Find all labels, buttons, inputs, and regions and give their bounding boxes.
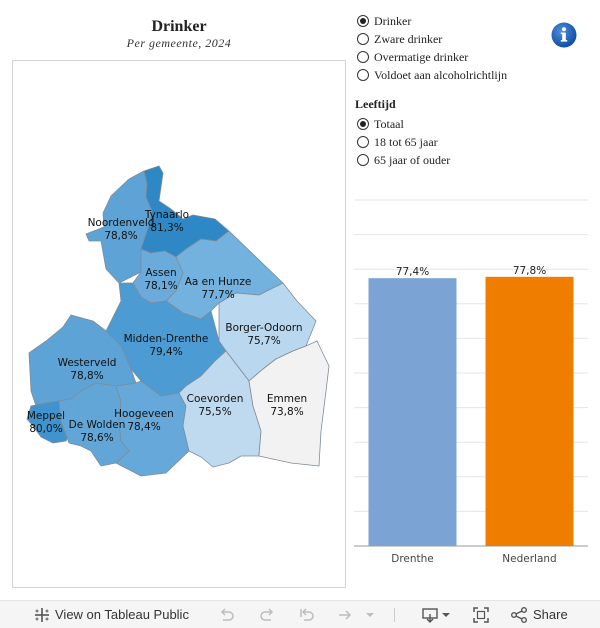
radio-button[interactable] [357, 154, 369, 166]
radio-button[interactable] [357, 33, 369, 45]
share-icon [511, 606, 527, 623]
radio-drinker[interactable]: Drinker [357, 13, 411, 29]
label-hoogeveen: Hoogeveen 78,4% [114, 408, 174, 433]
undo-button[interactable] [218, 601, 236, 628]
radio-button[interactable] [357, 69, 369, 81]
radio-button[interactable] [357, 51, 369, 63]
radio-18-tot-65-jaar[interactable]: 18 tot 65 jaar [357, 134, 438, 150]
label-tynaarlo: Tynaarlo 81,3% [144, 209, 189, 234]
radio-65-jaar-of-ouder[interactable]: 65 jaar of ouder [357, 152, 450, 168]
view-on-tableau-public-label: View on Tableau Public [55, 607, 189, 622]
revert-icon [300, 607, 314, 621]
fullscreen-button[interactable] [472, 601, 490, 628]
radio-button[interactable] [357, 118, 369, 130]
share-label: Share [533, 607, 568, 622]
radio-button[interactable] [357, 136, 369, 148]
bar-drenthe[interactable] [368, 278, 457, 546]
leeftijd-label: Leeftijd [355, 97, 396, 111]
refresh-dropdown[interactable] [365, 601, 375, 628]
redo-icon [260, 607, 274, 621]
revert-button[interactable] [298, 601, 316, 628]
radio-label: Voldoet aan alcoholrichtlijn [374, 67, 508, 82]
bar-value-label: 77,8% [513, 265, 546, 277]
undo-icon [220, 607, 234, 621]
refresh-icon [339, 609, 352, 620]
region-emmen[interactable] [248, 340, 330, 467]
region-hoogeveen[interactable] [115, 380, 190, 477]
download-icon [422, 607, 438, 623]
radio-label: 18 tot 65 jaar [374, 134, 438, 149]
info-icon[interactable] [551, 22, 577, 48]
bar-nederland[interactable] [485, 276, 574, 546]
chevron-down-icon [442, 612, 450, 617]
label-meppel: Meppel 80,0% [27, 410, 65, 435]
radio-zware-drinker[interactable]: Zware drinker [357, 31, 442, 47]
label-midden-drenthe: Midden-Drenthe 79,4% [124, 333, 209, 358]
dashboard-title: Drinker [151, 18, 207, 35]
label-de-wolden: De Wolden 78,6% [69, 419, 126, 444]
region-meppel[interactable] [26, 400, 70, 444]
label-noordenveld: Noordenveld 78,8% [88, 217, 155, 242]
view-on-tableau-public-link[interactable]: View on Tableau Public [33, 601, 189, 628]
radio-overmatige-drinker[interactable]: Overmatige drinker [357, 49, 468, 65]
radio-label: Overmatige drinker [374, 49, 469, 64]
label-aa-en-hunze: Aa en Hunze 77,7% [185, 276, 252, 301]
dashboard-subtitle: Per gemeente, 2024 [126, 36, 232, 50]
chevron-down-icon [366, 612, 374, 617]
redo-button[interactable] [258, 601, 276, 628]
label-borger-odoorn: Borger-Odoorn 75,7% [225, 322, 302, 347]
radio-label: Zware drinker [374, 31, 443, 46]
radio-label: 65 jaar of ouder [374, 152, 451, 167]
fullscreen-icon [473, 606, 489, 623]
bar-value-label: 77,4% [396, 266, 429, 278]
download-button[interactable] [421, 601, 451, 628]
bar-chart: 77,4% Drenthe 77,8% Nederland [354, 199, 588, 565]
tableau-toolbar: View on Tableau Public Share [0, 600, 600, 628]
x-tick-label: Drenthe [391, 553, 434, 565]
tableau-logo-icon [35, 607, 49, 622]
share-button[interactable]: Share [510, 601, 568, 628]
drenthe-map[interactable]: Tynaarlo 81,3% Noordenveld 78,8% Assen 78,1… [13, 61, 345, 587]
label-coevorden: Coevorden 75,5% [187, 393, 244, 418]
radio-totaal[interactable]: Totaal [357, 116, 404, 132]
toolbar-divider [394, 601, 395, 628]
label-emmen: Emmen 73,8% [267, 393, 307, 418]
radio-button[interactable] [357, 15, 369, 27]
map-labels: Tynaarlo 81,3% Noordenveld 78,8% Assen 78,1… [27, 209, 307, 444]
chart-bars: 77,4% Drenthe 77,8% Nederland [368, 265, 574, 565]
x-tick-label: Nederland [502, 553, 556, 565]
label-westerveld: Westerveld 78,8% [58, 357, 117, 382]
label-assen: Assen 78,1% [144, 267, 177, 292]
radio-label: Totaal [374, 116, 404, 131]
radio-voldoet-aan-alcoholrichtlijn[interactable]: Voldoet aan alcoholrichtlijn [357, 67, 507, 83]
refresh-button[interactable] [336, 601, 354, 628]
map-panel: Tynaarlo 81,3% Noordenveld 78,8% Assen 78,1… [12, 60, 346, 588]
radio-label: Drinker [374, 13, 412, 28]
